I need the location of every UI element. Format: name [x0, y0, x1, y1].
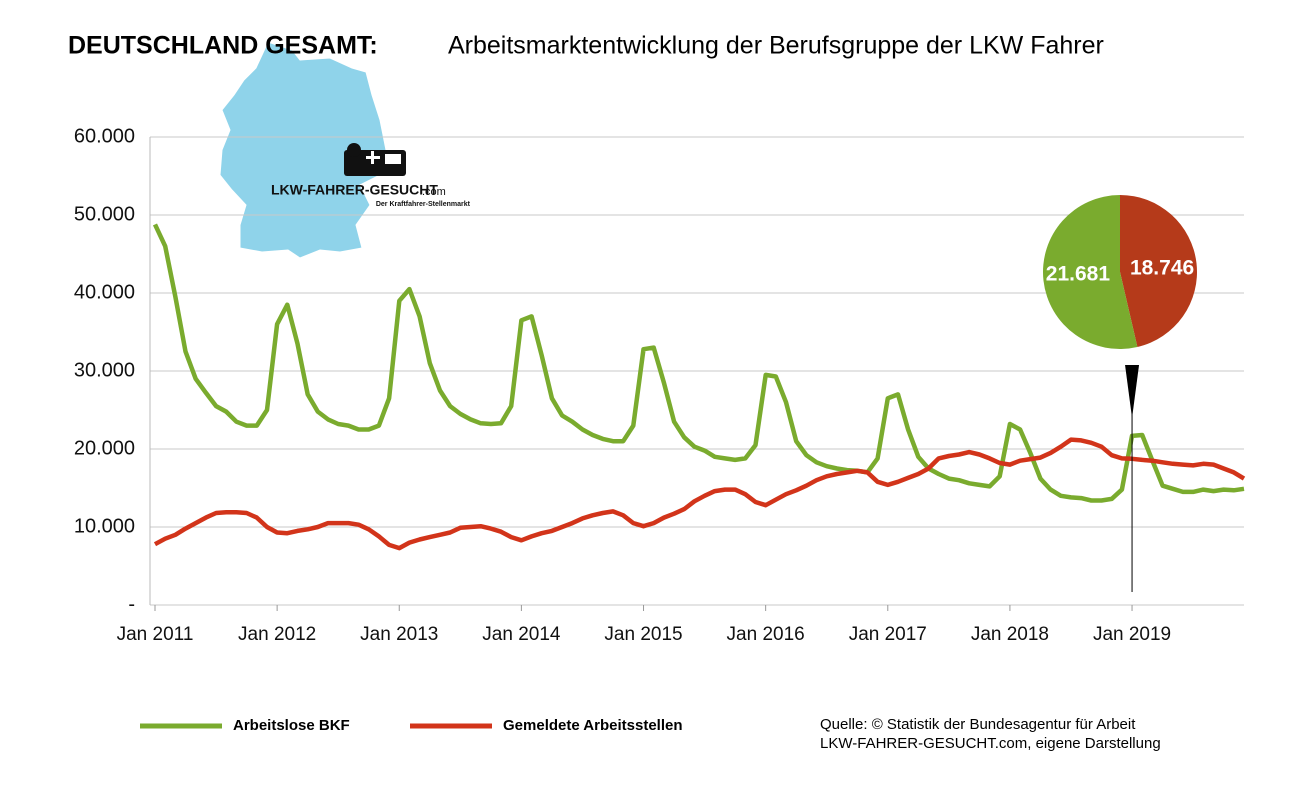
logo-name: LKW-FAHRER-GESUCHT [271, 182, 438, 198]
logo: LKW-FAHRER-GESUCHT .com Der Kraftfahrer-… [271, 143, 471, 208]
pointer [1125, 365, 1140, 418]
x-tick-label: Jan 2016 [727, 624, 805, 645]
logo-suffix: .com [422, 186, 446, 198]
legend-label: Arbeitslose BKF [233, 717, 350, 734]
y-tick-label: 20.000 [74, 437, 135, 459]
legend-label: Gemeldete Arbeitsstellen [503, 717, 683, 734]
x-tick-label: Jan 2012 [238, 624, 316, 645]
x-tick-label: Jan 2011 [117, 624, 194, 645]
germany-map [219, 41, 387, 259]
source: Quelle: © Statistik der Bundesagentur fü… [820, 716, 1136, 733]
x-tick-label: Jan 2018 [971, 624, 1049, 645]
chart-subtitle: Arbeitsmarktentwicklung der Berufsgruppe… [448, 32, 1104, 60]
x-tick-label: Jan 2015 [604, 624, 682, 645]
logo-tagline: Der Kraftfahrer-Stellenmarkt [376, 201, 471, 208]
y-tick-label: 50.000 [74, 203, 135, 225]
y-tick-label: 30.000 [74, 359, 135, 381]
series-line [153, 437, 1246, 551]
x-tick-label: Jan 2019 [1093, 624, 1171, 645]
y-tick-label: 60.000 [74, 125, 135, 147]
x-tick-label: Jan 2013 [360, 624, 438, 645]
chart-title: DEUTSCHLAND GESAMT: [68, 32, 378, 60]
y-tick-label: - [128, 593, 135, 615]
x-tick-label: Jan 2014 [482, 624, 561, 645]
series-line [152, 223, 1245, 503]
pie-slice [1120, 195, 1197, 348]
pie-label: 18.746 [1130, 256, 1194, 279]
x-tick-label: Jan 2017 [849, 624, 927, 645]
pie-slice [1043, 195, 1138, 349]
y-tick-label: 40.000 [74, 281, 135, 303]
y-tick-label: 10.000 [74, 515, 135, 537]
pie-label: 21.681 [1046, 263, 1111, 286]
source: LKW-FAHRER-GESUCHT.com, eigene Darstellu… [820, 735, 1161, 752]
